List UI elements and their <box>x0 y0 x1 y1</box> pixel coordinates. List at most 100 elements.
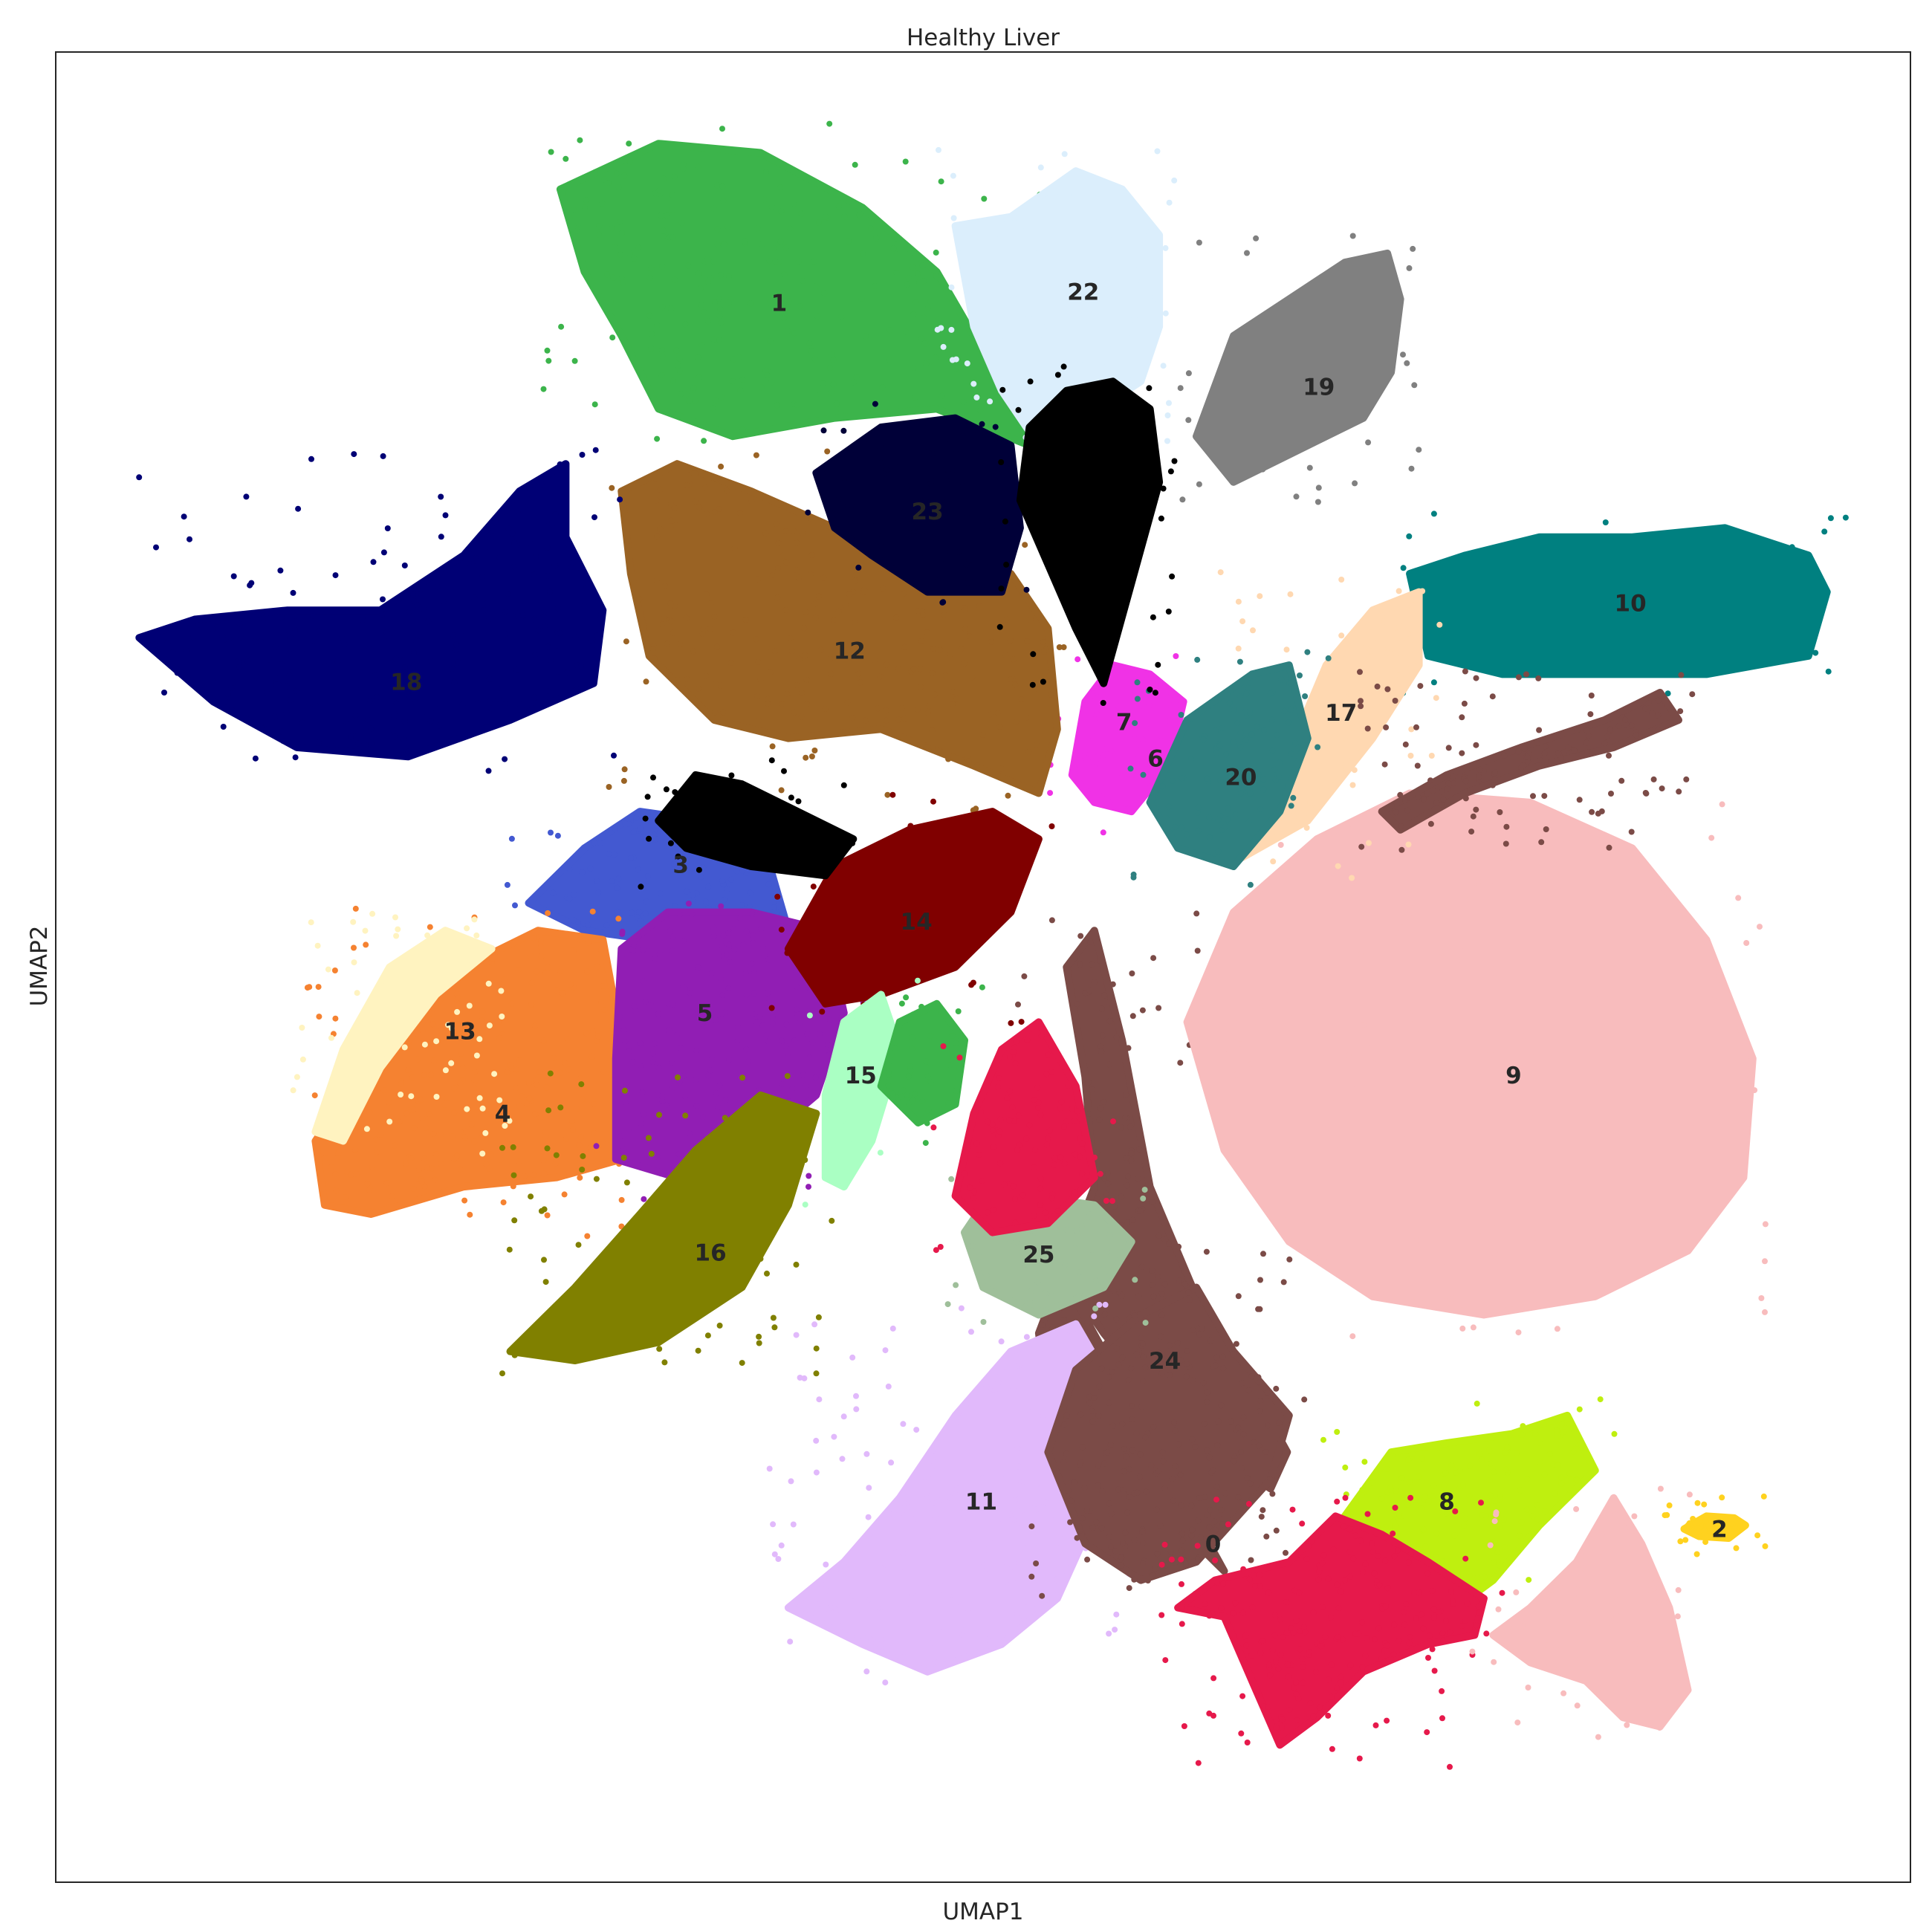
cell-point <box>571 947 577 953</box>
cell-point <box>205 681 212 687</box>
cell-point <box>1717 1114 1723 1121</box>
cell-point <box>429 1021 436 1028</box>
cell-point <box>1115 308 1122 314</box>
cell-point <box>1620 1048 1627 1054</box>
cell-point <box>933 520 940 527</box>
cell-point <box>1153 1506 1160 1513</box>
cell-point <box>866 1109 872 1115</box>
cell-point <box>976 603 982 609</box>
cell-point <box>868 1052 875 1059</box>
cell-point <box>1475 1603 1482 1610</box>
cell-point <box>958 861 965 868</box>
cell-point <box>978 1109 984 1115</box>
cell-point <box>1219 1353 1226 1360</box>
cell-point <box>601 176 608 183</box>
cell-point <box>852 967 859 974</box>
cell-point <box>628 855 634 861</box>
cell-point <box>855 564 862 571</box>
cell-point <box>1567 563 1574 569</box>
cell-point <box>803 754 809 761</box>
cell-point <box>1785 631 1792 638</box>
cell-point <box>423 1124 429 1131</box>
cell-point <box>598 947 605 953</box>
cell-point <box>1601 1612 1608 1619</box>
cell-point <box>1278 418 1285 425</box>
cell-point <box>383 629 390 635</box>
cell-point <box>1342 1074 1349 1081</box>
cell-point <box>883 717 889 724</box>
cluster-points-20 <box>1127 649 1332 888</box>
cell-point <box>656 950 663 957</box>
cell-point <box>1754 661 1760 668</box>
cell-point <box>252 755 259 762</box>
cell-point <box>1042 1290 1048 1297</box>
cell-point <box>1166 199 1173 206</box>
cell-point <box>1284 1662 1291 1667</box>
cell-point <box>611 1317 617 1323</box>
cell-point <box>1474 1575 1481 1581</box>
cell-point <box>1391 1621 1398 1628</box>
cell-point <box>1065 196 1072 203</box>
cell-point <box>742 617 749 623</box>
cell-point <box>1708 834 1715 841</box>
cell-point <box>1379 881 1386 887</box>
cell-point <box>655 1011 661 1017</box>
cell-point <box>1516 1532 1523 1539</box>
cell-point <box>1244 250 1250 256</box>
cell-point <box>914 846 921 852</box>
cell-point <box>997 1116 1004 1123</box>
cell-point <box>438 493 444 500</box>
cell-point <box>1550 1461 1557 1468</box>
cell-point <box>1115 703 1121 710</box>
cell-point <box>1659 924 1665 930</box>
cell-point <box>1032 1147 1039 1153</box>
cell-point <box>1050 463 1057 469</box>
cell-point <box>1685 654 1692 661</box>
cell-point <box>1089 1408 1095 1415</box>
cell-point <box>1390 1517 1397 1524</box>
cell-point <box>1364 1045 1370 1051</box>
cell-point <box>763 1149 770 1155</box>
cell-point <box>161 690 167 696</box>
cell-point <box>1235 1424 1242 1431</box>
cell-point <box>1162 244 1169 251</box>
cell-point <box>1533 592 1540 599</box>
cell-point <box>545 357 552 364</box>
cell-point <box>637 151 644 158</box>
cell-point <box>504 1069 510 1075</box>
cell-point <box>1222 1490 1228 1497</box>
cell-point <box>1145 496 1151 503</box>
cell-point <box>927 298 933 305</box>
cell-point <box>1041 648 1047 655</box>
cell-point <box>1063 1227 1070 1234</box>
cell-point <box>542 1129 548 1135</box>
cell-point <box>436 722 443 729</box>
cell-point <box>432 1176 438 1183</box>
cell-point <box>1014 1147 1021 1153</box>
cell-point <box>1492 843 1499 849</box>
cell-point <box>793 1261 800 1268</box>
cell-point <box>1583 1605 1589 1612</box>
cell-point <box>1077 1135 1083 1141</box>
cell-point <box>677 368 683 375</box>
cell-point <box>320 1114 327 1121</box>
cell-point <box>1456 824 1463 831</box>
cell-point <box>643 898 649 905</box>
cell-point <box>1135 230 1141 236</box>
cell-point <box>601 1007 608 1013</box>
cell-point <box>1226 700 1233 707</box>
cell-point <box>1219 725 1225 732</box>
cell-point <box>907 1612 914 1618</box>
cell-point <box>1089 1418 1096 1424</box>
cluster-region <box>877 999 968 1127</box>
cell-point <box>988 885 994 892</box>
cell-point <box>1194 947 1201 954</box>
cell-point <box>1326 664 1333 671</box>
cell-point <box>1626 1695 1633 1702</box>
cell-point <box>721 1249 727 1256</box>
cell-point <box>1657 1682 1664 1689</box>
cell-point <box>1461 1523 1468 1529</box>
cell-point <box>868 1064 875 1071</box>
cell-point <box>996 473 1002 479</box>
cell-point <box>933 249 939 256</box>
